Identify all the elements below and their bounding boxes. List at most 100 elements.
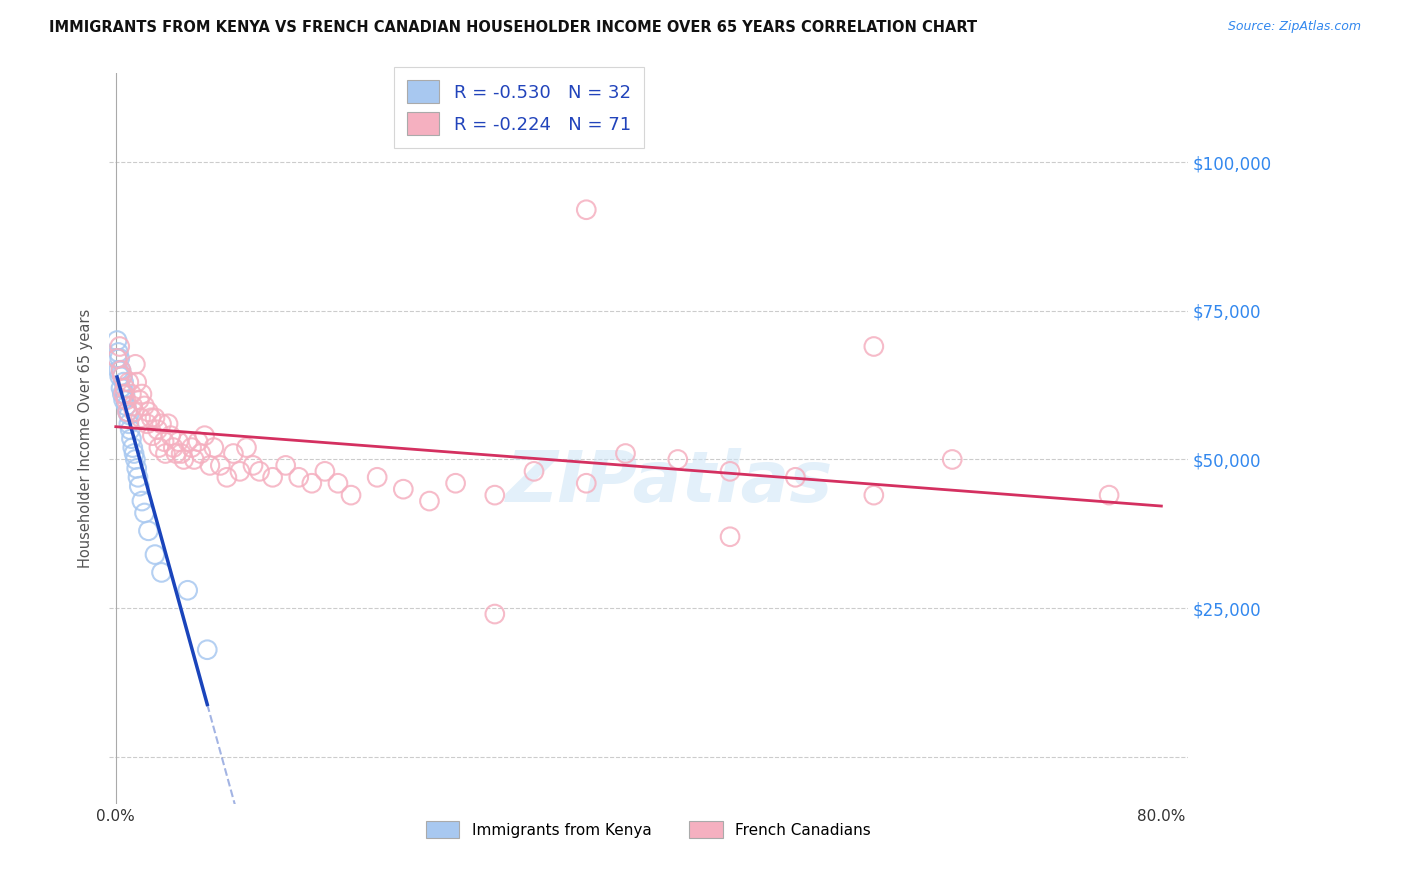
Point <box>242 458 264 473</box>
Point <box>301 476 323 491</box>
Point <box>150 566 173 580</box>
Point <box>444 476 467 491</box>
Y-axis label: Householder Income Over 65 years: Householder Income Over 65 years <box>79 309 93 568</box>
Point <box>274 458 297 473</box>
Point <box>718 530 741 544</box>
Point <box>666 452 689 467</box>
Point <box>138 405 160 419</box>
Point <box>112 392 135 407</box>
Point <box>162 441 184 455</box>
Point <box>143 410 166 425</box>
Point <box>418 494 440 508</box>
Point <box>167 434 190 449</box>
Point <box>111 387 134 401</box>
Point <box>366 470 388 484</box>
Point <box>262 470 284 484</box>
Point <box>131 494 153 508</box>
Legend: Immigrants from Kenya, French Canadians: Immigrants from Kenya, French Canadians <box>419 815 877 844</box>
Point <box>215 470 238 484</box>
Point <box>139 410 162 425</box>
Point <box>176 434 198 449</box>
Text: ZIPatlas: ZIPatlas <box>506 448 834 517</box>
Point <box>785 470 807 484</box>
Point <box>105 351 128 366</box>
Point <box>862 488 884 502</box>
Point <box>198 458 221 473</box>
Point <box>202 441 225 455</box>
Point <box>122 405 145 419</box>
Point <box>118 375 141 389</box>
Point <box>155 446 177 460</box>
Point <box>287 470 309 484</box>
Text: IMMIGRANTS FROM KENYA VS FRENCH CANADIAN HOUSEHOLDER INCOME OVER 65 YEARS CORREL: IMMIGRANTS FROM KENYA VS FRENCH CANADIAN… <box>49 20 977 35</box>
Point <box>614 446 637 460</box>
Point <box>229 464 252 478</box>
Point <box>148 441 170 455</box>
Point <box>108 339 131 353</box>
Point <box>108 351 131 366</box>
Point <box>862 339 884 353</box>
Point <box>111 369 134 384</box>
Point <box>209 458 232 473</box>
Point <box>127 470 149 484</box>
Point <box>107 345 129 359</box>
Point <box>138 524 160 538</box>
Point <box>143 548 166 562</box>
Point <box>118 417 141 431</box>
Point <box>120 432 142 446</box>
Point <box>326 476 349 491</box>
Point <box>125 375 148 389</box>
Point <box>392 482 415 496</box>
Point <box>340 488 363 502</box>
Point <box>134 399 156 413</box>
Point <box>718 464 741 478</box>
Point <box>194 428 217 442</box>
Point <box>110 363 132 377</box>
Point <box>105 334 128 348</box>
Point <box>159 428 181 442</box>
Point <box>115 392 138 407</box>
Point <box>120 423 142 437</box>
Point <box>176 583 198 598</box>
Point <box>575 202 598 217</box>
Point <box>121 399 143 413</box>
Point <box>190 446 212 460</box>
Point <box>121 441 143 455</box>
Point <box>575 476 598 491</box>
Point <box>110 381 132 395</box>
Point <box>134 506 156 520</box>
Point <box>129 410 152 425</box>
Point <box>157 417 180 431</box>
Point <box>128 392 150 407</box>
Point <box>195 642 218 657</box>
Point <box>146 423 169 437</box>
Point <box>117 405 139 419</box>
Point <box>111 369 134 384</box>
Point <box>125 461 148 475</box>
Point <box>114 381 136 395</box>
Point <box>105 351 128 366</box>
Point <box>118 408 141 422</box>
Point <box>150 417 173 431</box>
Point <box>115 399 138 413</box>
Point <box>124 452 146 467</box>
Point <box>180 441 202 455</box>
Point <box>314 464 336 478</box>
Point <box>141 428 163 442</box>
Point <box>108 369 131 384</box>
Point <box>114 387 136 401</box>
Point <box>153 434 176 449</box>
Point <box>110 363 132 377</box>
Point <box>484 488 506 502</box>
Point <box>117 405 139 419</box>
Point <box>124 357 146 371</box>
Text: Source: ZipAtlas.com: Source: ZipAtlas.com <box>1227 20 1361 33</box>
Point <box>183 452 205 467</box>
Point <box>222 446 245 460</box>
Point <box>173 452 195 467</box>
Point <box>112 387 135 401</box>
Point <box>136 417 159 431</box>
Point <box>249 464 271 478</box>
Point <box>120 387 142 401</box>
Point <box>131 387 153 401</box>
